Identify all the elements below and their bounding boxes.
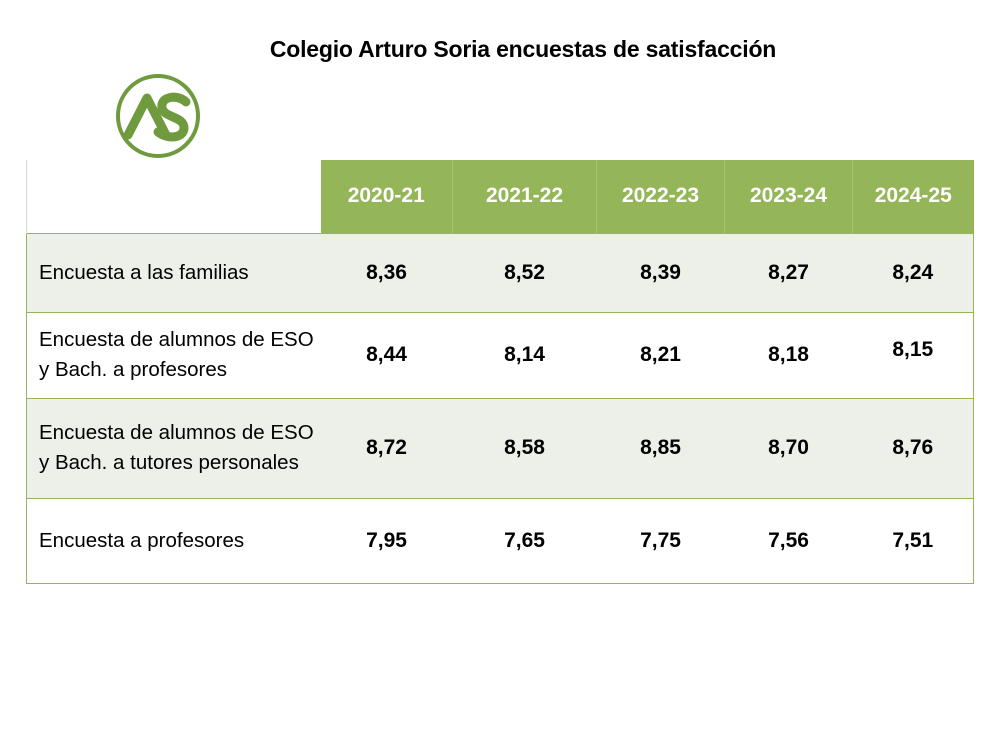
table-row: Encuesta de alumnos de ESO y Bach. a tut… <box>26 397 974 498</box>
value-cell: 8,70 <box>724 397 853 498</box>
value-cell: 8,52 <box>452 232 597 312</box>
value-cell: 7,56 <box>724 497 853 584</box>
as-logo-icon <box>116 74 200 158</box>
header-year: 2023-24 <box>724 160 853 233</box>
satisfaction-table-container: 2020-21 2021-22 2022-23 2023-24 2024-25 … <box>26 160 974 584</box>
value-cell: 8,58 <box>452 397 597 498</box>
header-year: 2022-23 <box>596 160 725 233</box>
satisfaction-table: 2020-21 2021-22 2022-23 2023-24 2024-25 … <box>26 160 974 584</box>
value-cell: 8,21 <box>596 311 725 398</box>
table-row: Encuesta de alumnos de ESO y Bach. a pro… <box>26 311 974 398</box>
value-cell: 8,44 <box>320 311 453 398</box>
value-cell: 7,75 <box>596 497 725 584</box>
row-label: Encuesta a profesores <box>26 497 321 584</box>
row-label: Encuesta de alumnos de ESO y Bach. a pro… <box>26 311 321 398</box>
table-header-row: 2020-21 2021-22 2022-23 2023-24 2024-25 <box>26 160 974 233</box>
value-cell: 8,15 <box>852 311 974 398</box>
table-row: Encuesta a profesores 7,95 7,65 7,75 7,5… <box>26 497 974 584</box>
row-label: Encuesta de alumnos de ESO y Bach. a tut… <box>26 397 321 498</box>
value-cell: 7,65 <box>452 497 597 584</box>
header-empty-cell <box>26 160 321 233</box>
value-cell: 8,76 <box>852 397 974 498</box>
value-cell: 8,39 <box>596 232 725 312</box>
value-text: 8,15 <box>892 338 934 361</box>
value-cell: 8,18 <box>724 311 853 398</box>
value-cell: 7,51 <box>852 497 974 584</box>
value-cell: 8,27 <box>724 232 853 312</box>
header-year: 2021-22 <box>452 160 597 233</box>
header-year: 2020-21 <box>320 160 453 233</box>
value-cell: 8,36 <box>320 232 453 312</box>
value-cell: 8,24 <box>852 232 974 312</box>
table-row: Encuesta a las familias 8,36 8,52 8,39 8… <box>26 232 974 312</box>
value-cell: 8,14 <box>452 311 597 398</box>
value-cell: 8,85 <box>596 397 725 498</box>
row-label: Encuesta a las familias <box>26 232 321 312</box>
value-cell: 7,95 <box>320 497 453 584</box>
header-year: 2024-25 <box>852 160 974 233</box>
school-logo <box>114 72 204 162</box>
page-title: Colegio Arturo Soria encuestas de satisf… <box>269 36 777 62</box>
value-cell: 8,72 <box>320 397 453 498</box>
